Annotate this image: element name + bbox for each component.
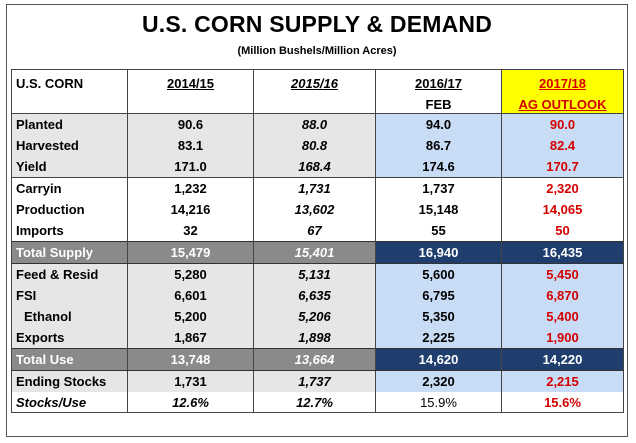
cell-2015-16: 13,664 [253, 348, 376, 371]
cell-2016-17: 15.9% [375, 391, 502, 414]
cell-2014-15: 1,731 [127, 370, 254, 392]
row-ending-stocks: Ending Stocks 1,731 1,737 2,320 2,215 [11, 370, 624, 392]
row-planted: Planted 90.6 88.0 94.0 90.0 [11, 113, 624, 135]
cell-2017-18: 5,450 [501, 263, 624, 285]
cell-2015-16: 1,898 [253, 327, 376, 349]
row-label: Production [11, 199, 128, 221]
header-row: U.S. CORN 2014/15 2015/16 2016/17 FEB 201… [11, 69, 624, 114]
cell-2017-18: 5,400 [501, 306, 624, 328]
cell-2014-15: 14,216 [127, 199, 254, 221]
row-label: FSI [11, 284, 128, 307]
cell-2016-17: 15,148 [375, 199, 502, 221]
cell-2017-18: 15.6% [501, 391, 624, 414]
cell-2014-15: 13,748 [127, 348, 254, 371]
cell-2015-16: 88.0 [253, 113, 376, 135]
cell-2015-16: 67 [253, 220, 376, 242]
cell-2016-17: 6,795 [375, 284, 502, 307]
row-label: Total Supply [11, 241, 128, 264]
header-2014-15: 2014/15 [127, 69, 254, 114]
row-feed-resid: Feed & Resid 5,280 5,131 5,600 5,450 [11, 263, 624, 285]
header-2016-17-sub: FEB [425, 97, 452, 112]
header-2016-17: 2016/17 FEB [375, 69, 502, 114]
row-total-supply: Total Supply 15,479 15,401 16,940 16,435 [11, 241, 624, 264]
row-label: Harvested [11, 134, 128, 157]
cell-2014-15: 5,200 [127, 306, 254, 328]
table-title: U.S. CORN SUPPLY & DEMAND [141, 11, 493, 37]
supply-demand-table: U.S. CORN 2014/15 2015/16 2016/17 FEB 201… [11, 69, 624, 414]
row-label: Ending Stocks [11, 370, 128, 392]
header-2015-16: 2015/16 [253, 69, 376, 114]
cell-2016-17: 55 [375, 220, 502, 242]
cell-2014-15: 6,601 [127, 284, 254, 307]
cell-2015-16: 5,131 [253, 263, 376, 285]
row-label: Stocks/Use [11, 391, 128, 414]
cell-2015-16: 13,602 [253, 199, 376, 221]
cell-2016-17: 174.6 [375, 156, 502, 178]
cell-2017-18: 6,870 [501, 284, 624, 307]
row-label: Exports [11, 327, 128, 349]
cell-2014-15: 5,280 [127, 263, 254, 285]
row-label: Ethanol [11, 306, 128, 328]
row-total-use: Total Use 13,748 13,664 14,620 14,220 [11, 348, 624, 371]
cell-2017-18: 170.7 [501, 156, 624, 178]
cell-2017-18: 2,215 [501, 370, 624, 392]
cell-2014-15: 12.6% [127, 391, 254, 414]
cell-2015-16: 1,731 [253, 177, 376, 200]
table-subtitle: (Million Bushels/Million Acres) [237, 45, 397, 57]
cell-2016-17: 5,350 [375, 306, 502, 328]
cell-2015-16: 12.7% [253, 391, 376, 414]
row-harvested: Harvested 83.1 80.8 86.7 82.4 [11, 134, 624, 157]
row-stocks-use: Stocks/Use 12.6% 12.7% 15.9% 15.6% [11, 391, 624, 414]
cell-2015-16: 80.8 [253, 134, 376, 157]
cell-2016-17: 5,600 [375, 263, 502, 285]
row-exports: Exports 1,867 1,898 2,225 1,900 [11, 327, 624, 349]
cell-2016-17: 16,940 [375, 241, 502, 264]
row-label: Total Use [11, 348, 128, 371]
cell-2014-15: 32 [127, 220, 254, 242]
header-label: U.S. CORN [11, 69, 128, 114]
row-carryin: Carryin 1,232 1,731 1,737 2,320 [11, 177, 624, 200]
cell-2014-15: 1,232 [127, 177, 254, 200]
cell-2017-18: 16,435 [501, 241, 624, 264]
cell-2015-16: 6,635 [253, 284, 376, 307]
row-fsi: FSI 6,601 6,635 6,795 6,870 [11, 284, 624, 307]
cell-2016-17: 2,320 [375, 370, 502, 392]
cell-2016-17: 1,737 [375, 177, 502, 200]
cell-2014-15: 90.6 [127, 113, 254, 135]
header-2017-18-sub: AG OUTLOOK [518, 97, 607, 112]
cell-2017-18: 82.4 [501, 134, 624, 157]
cell-2014-15: 171.0 [127, 156, 254, 178]
row-label: Carryin [11, 177, 128, 200]
row-imports: Imports 32 67 55 50 [11, 220, 624, 242]
cell-2015-16: 1,737 [253, 370, 376, 392]
cell-2014-15: 83.1 [127, 134, 254, 157]
cell-2017-18: 14,220 [501, 348, 624, 371]
row-label: Yield [11, 156, 128, 178]
cell-2016-17: 94.0 [375, 113, 502, 135]
header-2017-18: 2017/18 AG OUTLOOK [501, 69, 624, 114]
report-panel: U.S. CORN SUPPLY & DEMAND (Million Bushe… [6, 4, 628, 437]
cell-2015-16: 5,206 [253, 306, 376, 328]
cell-2015-16: 168.4 [253, 156, 376, 178]
cell-2016-17: 2,225 [375, 327, 502, 349]
cell-2015-16: 15,401 [253, 241, 376, 264]
cell-2017-18: 2,320 [501, 177, 624, 200]
row-label: Planted [11, 113, 128, 135]
cell-2017-18: 1,900 [501, 327, 624, 349]
row-production: Production 14,216 13,602 15,148 14,065 [11, 199, 624, 221]
row-ethanol: Ethanol 5,200 5,206 5,350 5,400 [11, 306, 624, 328]
cell-2016-17: 14,620 [375, 348, 502, 371]
cell-2016-17: 86.7 [375, 134, 502, 157]
row-label: Feed & Resid [11, 263, 128, 285]
row-yield: Yield 171.0 168.4 174.6 170.7 [11, 156, 624, 178]
cell-2017-18: 14,065 [501, 199, 624, 221]
cell-2017-18: 90.0 [501, 113, 624, 135]
cell-2017-18: 50 [501, 220, 624, 242]
row-label: Imports [11, 220, 128, 242]
cell-2014-15: 1,867 [127, 327, 254, 349]
cell-2014-15: 15,479 [127, 241, 254, 264]
